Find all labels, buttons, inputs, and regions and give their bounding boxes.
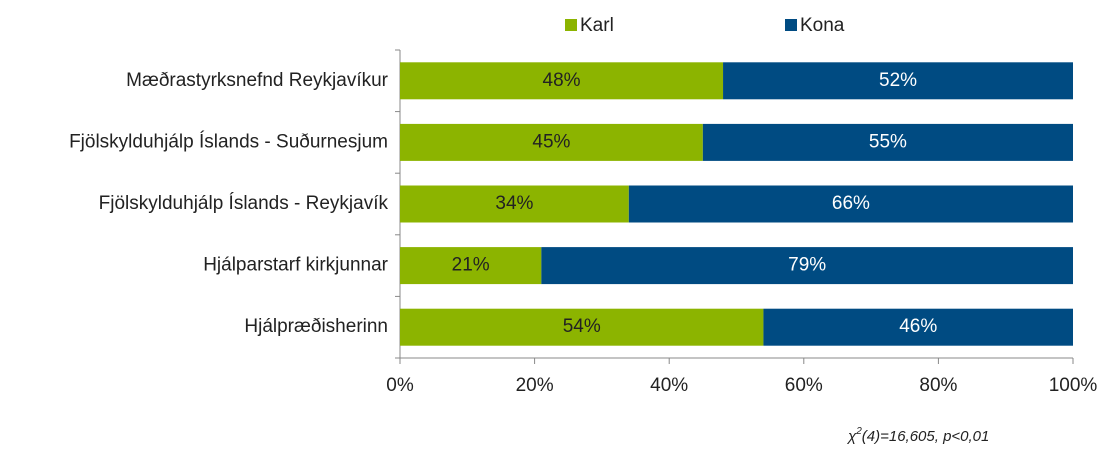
data-label: 52% [879,70,917,91]
legend-label: Kona [800,15,845,36]
bar-segment [400,123,703,161]
annotation: χ2(4)=16,605, p<0,01 [846,426,989,445]
category-label: Mæðrastyrksnefnd Reykjavíkur [126,70,389,91]
bar-segment [400,62,724,100]
bar-segment [400,247,542,285]
data-label: 48% [543,70,581,91]
data-label: 45% [532,131,570,152]
bar-segment [628,185,1073,223]
data-label: 55% [869,131,907,152]
data-label: 34% [495,193,533,214]
category-label: Hjálparstarf kirkjunnar [203,255,388,276]
data-label: 66% [832,193,870,214]
x-tick-label: 40% [650,375,688,396]
x-tick-label: 20% [516,375,554,396]
x-tick-label: 80% [919,375,957,396]
data-label: 54% [563,316,601,337]
annotation-text: (4)=16,605, p<0,01 [862,428,990,445]
legend-swatch [565,19,577,31]
annotation-superscript: 2 [855,426,862,437]
legend-swatch [785,19,797,31]
annotation-symbol: χ [846,428,857,445]
bar-segment [400,308,764,346]
bar-segment [702,123,1073,161]
data-label: 46% [899,316,937,337]
legend-label: Karl [580,15,614,36]
data-label: 79% [788,255,826,276]
bar-segment [541,247,1073,285]
category-label: Fjölskylduhjálp Íslands - Suðurnesjum [69,131,388,152]
x-tick-label: 0% [386,375,414,396]
category-label: Hjálpræðisherinn [244,316,388,337]
category-label: Fjölskylduhjálp Íslands - Reykjavík [99,193,389,214]
x-tick-label: 100% [1049,375,1098,396]
x-tick-label: 60% [785,375,823,396]
bar-segment [400,185,629,223]
bar-segment [763,308,1073,346]
data-label: 21% [452,255,490,276]
bar-segment [723,62,1073,100]
